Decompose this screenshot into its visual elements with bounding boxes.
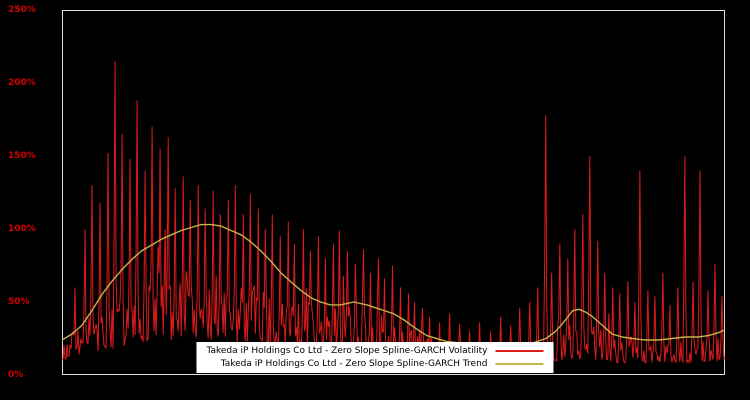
legend-label: Takeda iP Holdings Co Ltd - Zero Slope S… — [206, 346, 488, 356]
legend-line-swatch — [495, 350, 544, 352]
legend-row: Takeda iP Holdings Co Ltd - Zero Slope S… — [206, 345, 544, 357]
legend: Takeda iP Holdings Co Ltd - Zero Slope S… — [196, 342, 554, 373]
legend-label: Takeda iP Holdings Co Ltd - Zero Slope S… — [220, 359, 488, 369]
trend-line — [62, 223, 725, 347]
legend-row: Takeda iP Holdings Co Ltd - Zero Slope S… — [206, 358, 544, 370]
y-tick-label: 200% — [8, 78, 36, 88]
y-tick-label: 250% — [8, 5, 36, 15]
y-tick-label: 150% — [8, 151, 36, 161]
chart-canvas — [62, 10, 725, 375]
volatility-line — [62, 61, 725, 366]
plot-frame — [62, 10, 725, 375]
y-tick-label: 50% — [8, 297, 30, 307]
y-tick-label: 100% — [8, 224, 36, 234]
plot-area — [62, 10, 725, 375]
legend-line-swatch — [495, 363, 544, 365]
y-tick-label: 0% — [8, 370, 24, 380]
